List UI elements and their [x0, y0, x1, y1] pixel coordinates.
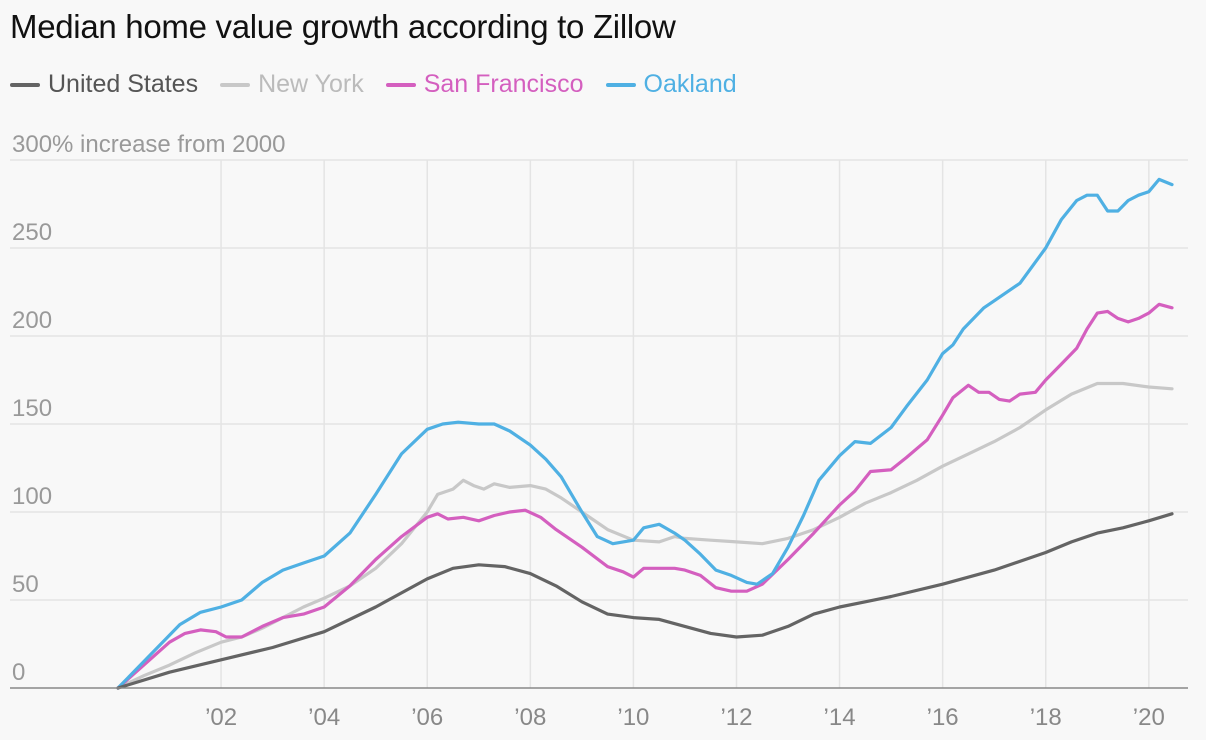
legend-label-united-states: United States — [48, 70, 199, 98]
x-tick-label: ’12 — [720, 704, 752, 731]
series-line-san-francisco — [116, 302, 1174, 690]
x-tick-label: ’02 — [205, 704, 237, 731]
series-line-new-york — [116, 381, 1174, 690]
y-tick-label: 50 — [12, 571, 39, 598]
y-tick-label: 150 — [12, 395, 52, 422]
x-tick-label: ’14 — [824, 704, 856, 731]
legend-item-oakland: Oakland — [605, 70, 737, 99]
legend-label-san-francisco: San Francisco — [423, 70, 584, 98]
y-tick-label: 300% increase from 2000 — [12, 131, 286, 158]
legend-item-united-states: United States — [10, 70, 198, 99]
y-tick-label: 250 — [12, 219, 52, 246]
x-tick-label: ’08 — [514, 704, 546, 731]
y-tick-label: 0 — [12, 659, 25, 686]
y-tick-label: 200 — [12, 307, 52, 334]
x-tick-label: ’10 — [617, 704, 649, 731]
x-tick-label: ’04 — [308, 704, 340, 731]
legend: United States New York San Francisco Oak… — [10, 70, 737, 99]
x-tick-label: ’20 — [1133, 704, 1165, 731]
chart-title: Median home value growth according to Zi… — [10, 8, 676, 45]
legend-swatch-united-states — [10, 82, 40, 87]
legend-item-san-francisco: San Francisco — [385, 70, 584, 99]
x-tick-label: ’16 — [927, 704, 959, 731]
series-line-united-states — [116, 512, 1174, 690]
y-tick-label: 100 — [12, 483, 52, 510]
legend-swatch-oakland — [605, 82, 636, 87]
legend-swatch-san-francisco — [385, 82, 416, 87]
x-tick-label: ’06 — [411, 704, 443, 731]
legend-label-new-york: New York — [258, 70, 364, 98]
legend-label-oakland: Oakland — [643, 70, 737, 98]
series-line-oakland — [116, 177, 1174, 690]
x-tick-label: ’18 — [1030, 704, 1062, 731]
legend-swatch-new-york — [220, 82, 251, 87]
legend-item-new-york: New York — [220, 70, 364, 99]
